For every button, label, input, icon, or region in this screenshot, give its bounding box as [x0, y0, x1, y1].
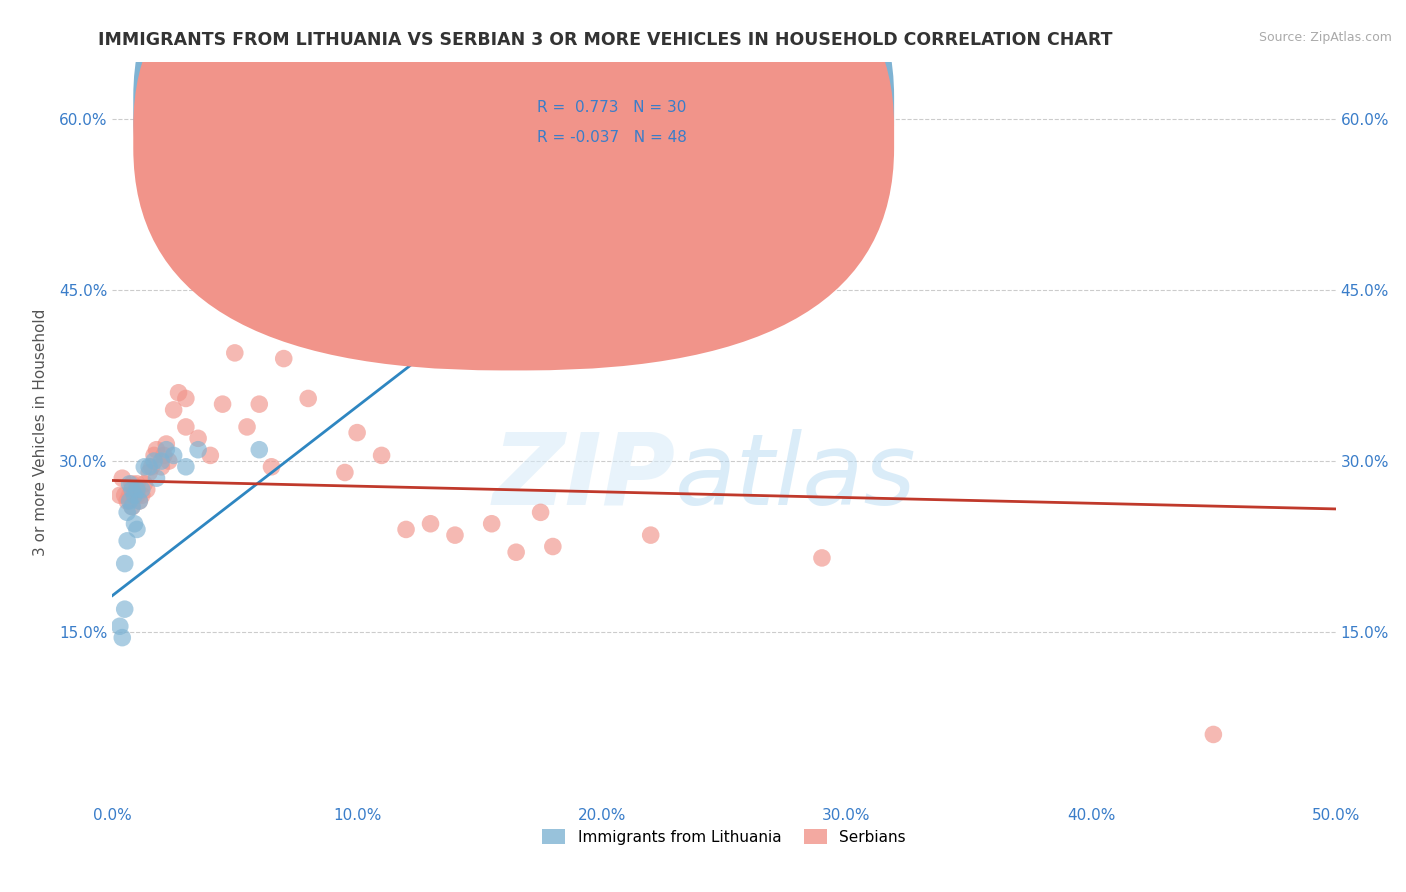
Point — [174, 420, 197, 434]
Point — [333, 466, 356, 480]
Point — [124, 516, 146, 531]
Point — [174, 392, 197, 406]
Point — [150, 454, 173, 468]
Point — [153, 449, 176, 463]
Point — [247, 442, 270, 457]
FancyBboxPatch shape — [134, 0, 894, 341]
Point — [121, 500, 143, 514]
Point — [118, 476, 141, 491]
Point — [333, 294, 356, 309]
Point — [125, 483, 148, 497]
Point — [114, 602, 136, 616]
Point — [145, 442, 167, 457]
Point — [118, 488, 141, 502]
Point — [125, 488, 148, 502]
Point — [167, 385, 190, 400]
Legend: Immigrants from Lithuania, Serbians: Immigrants from Lithuania, Serbians — [536, 822, 912, 851]
Point — [273, 351, 295, 366]
Text: R = -0.037   N = 48: R = -0.037 N = 48 — [537, 129, 686, 145]
Point — [297, 392, 319, 406]
Point — [155, 442, 177, 457]
Point — [505, 545, 527, 559]
Point — [150, 459, 173, 474]
Point — [1202, 727, 1225, 741]
Text: atlas: atlas — [675, 428, 917, 525]
Point — [115, 494, 138, 508]
Point — [115, 505, 138, 519]
Point — [108, 619, 131, 633]
Point — [444, 528, 467, 542]
Point — [111, 471, 134, 485]
Point — [640, 528, 662, 542]
Point — [145, 471, 167, 485]
Point — [134, 476, 156, 491]
Point — [125, 476, 148, 491]
Point — [128, 494, 150, 508]
Point — [811, 550, 834, 565]
Point — [118, 494, 141, 508]
Text: IMMIGRANTS FROM LITHUANIA VS SERBIAN 3 OR MORE VEHICLES IN HOUSEHOLD CORRELATION: IMMIGRANTS FROM LITHUANIA VS SERBIAN 3 O… — [98, 31, 1114, 49]
Point — [131, 488, 153, 502]
Point — [135, 483, 157, 497]
Point — [187, 431, 209, 445]
Point — [419, 516, 441, 531]
Point — [138, 459, 160, 474]
Point — [236, 420, 259, 434]
Point — [370, 449, 392, 463]
Point — [121, 500, 143, 514]
Point — [141, 459, 163, 474]
Y-axis label: 3 or more Vehicles in Household: 3 or more Vehicles in Household — [32, 309, 48, 557]
Point — [157, 454, 180, 468]
Point — [121, 476, 143, 491]
Point — [346, 425, 368, 440]
Text: R =  0.773   N = 30: R = 0.773 N = 30 — [537, 100, 686, 115]
Point — [395, 523, 418, 537]
Point — [163, 449, 186, 463]
Point — [200, 449, 222, 463]
Text: ZIP: ZIP — [492, 428, 675, 525]
Point — [111, 631, 134, 645]
Point — [224, 346, 246, 360]
Point — [529, 505, 551, 519]
FancyBboxPatch shape — [134, 0, 894, 370]
Point — [125, 523, 148, 537]
Point — [664, 112, 686, 127]
Point — [163, 402, 186, 417]
Point — [124, 483, 146, 497]
Point — [134, 459, 156, 474]
Text: Source: ZipAtlas.com: Source: ZipAtlas.com — [1258, 31, 1392, 45]
Point — [247, 397, 270, 411]
Point — [138, 466, 160, 480]
Point — [187, 442, 209, 457]
Point — [541, 540, 564, 554]
Point — [128, 494, 150, 508]
Point — [124, 488, 146, 502]
Point — [114, 488, 136, 502]
Point — [143, 454, 166, 468]
FancyBboxPatch shape — [479, 85, 792, 162]
Point — [108, 488, 131, 502]
Point — [115, 533, 138, 548]
Point — [174, 459, 197, 474]
Point — [143, 449, 166, 463]
Point — [114, 557, 136, 571]
Point — [517, 203, 540, 218]
Point — [155, 437, 177, 451]
Point — [121, 483, 143, 497]
Point — [260, 459, 283, 474]
Point — [131, 483, 153, 497]
Point — [419, 254, 441, 268]
Point — [481, 516, 503, 531]
Point — [211, 397, 233, 411]
